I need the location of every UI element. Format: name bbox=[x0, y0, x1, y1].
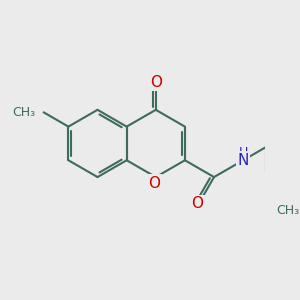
Text: CH₃: CH₃ bbox=[12, 106, 35, 119]
Text: O: O bbox=[148, 176, 160, 190]
Text: O: O bbox=[150, 75, 162, 90]
Text: H: H bbox=[238, 146, 248, 159]
Text: N: N bbox=[238, 153, 249, 168]
Text: CH₃: CH₃ bbox=[277, 204, 300, 218]
Text: O: O bbox=[191, 196, 203, 211]
